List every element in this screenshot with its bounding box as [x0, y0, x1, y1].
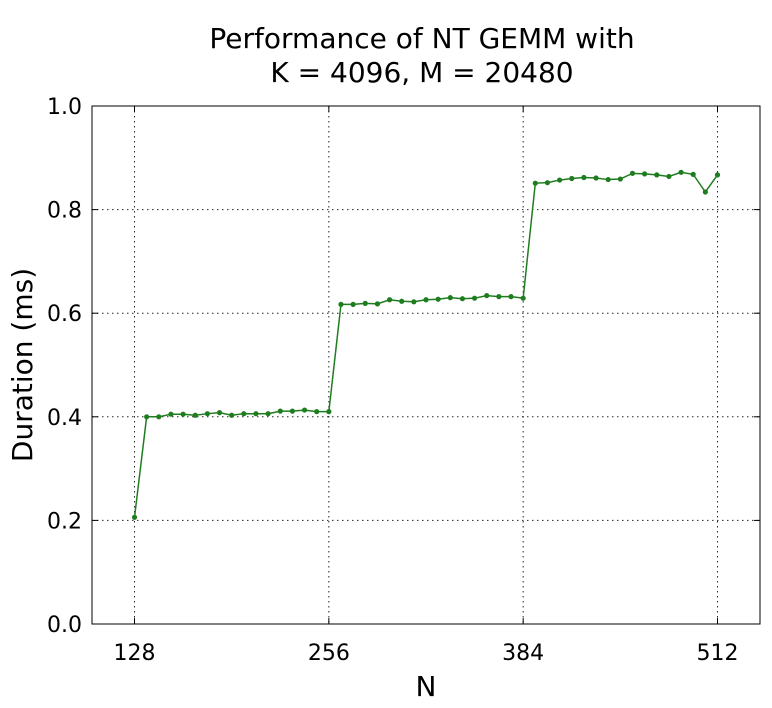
- tick-labels: 128 256 384 512 0.0 0.2 0.4 0.6 0.8 1.0: [47, 95, 738, 666]
- data-point: [714, 172, 721, 178]
- data-point: [605, 176, 611, 183]
- data-point: [338, 301, 344, 307]
- data-point: [496, 294, 502, 300]
- data-point: [690, 171, 696, 177]
- data-point: [241, 411, 247, 417]
- data-point: [131, 514, 138, 520]
- data-point: [301, 407, 308, 413]
- y-tick-label: 1.0: [47, 95, 82, 120]
- y-tick-label: 0.2: [47, 509, 82, 534]
- data-point: [666, 173, 672, 180]
- y-tick-label: 0.4: [47, 406, 82, 431]
- x-tick-label: 256: [308, 641, 350, 666]
- data-point: [581, 174, 587, 181]
- x-axis-label: N: [416, 670, 437, 703]
- data-point: [593, 175, 599, 181]
- data-point: [289, 408, 295, 414]
- data-point: [678, 169, 684, 175]
- data-point: [277, 408, 283, 414]
- x-tick-label: 128: [114, 641, 156, 666]
- chart-title-line-2: K = 4096, M = 20480: [270, 56, 573, 89]
- data-series: [131, 169, 721, 520]
- data-point: [204, 411, 210, 417]
- series-line: [133, 171, 719, 518]
- data-point: [617, 176, 623, 182]
- data-point: [229, 412, 235, 418]
- data-point: [362, 300, 368, 306]
- data-point: [654, 172, 660, 178]
- data-point: [484, 292, 490, 299]
- data-point: [314, 409, 320, 415]
- data-point: [569, 175, 575, 182]
- data-point: [192, 412, 198, 418]
- grid-lines: [92, 105, 760, 625]
- chart-title: Performance of NT GEMM with K = 4096, M …: [209, 22, 634, 89]
- data-point: [144, 414, 150, 420]
- data-point: [399, 298, 405, 304]
- data-point: [423, 297, 429, 303]
- x-tick-label: 512: [696, 641, 738, 666]
- data-point: [156, 414, 162, 420]
- data-point: [642, 171, 648, 177]
- data-point: [702, 189, 708, 195]
- y-axis-label: Duration (ms): [6, 268, 39, 462]
- data-point: [168, 411, 174, 417]
- data-point: [180, 411, 186, 417]
- axis-ticks: [92, 105, 760, 625]
- data-point: [520, 295, 526, 301]
- data-point: [447, 295, 453, 301]
- chart-title-line-1: Performance of NT GEMM with: [209, 22, 634, 55]
- data-point: [508, 294, 514, 300]
- data-point: [471, 295, 478, 301]
- data-point: [374, 301, 381, 307]
- data-point: [557, 177, 563, 183]
- data-point: [216, 410, 223, 416]
- data-point: [253, 411, 259, 417]
- data-point: [265, 411, 271, 417]
- x-tick-label: 384: [502, 641, 544, 666]
- y-tick-label: 0.0: [47, 613, 82, 638]
- data-point: [435, 296, 441, 302]
- y-tick-label: 0.8: [47, 199, 82, 224]
- data-point: [411, 299, 417, 305]
- data-point: [350, 301, 356, 307]
- data-point: [532, 180, 538, 186]
- y-tick-label: 0.6: [47, 302, 82, 327]
- data-point: [544, 180, 551, 186]
- plot-area-frame: [91, 105, 761, 625]
- data-point: [629, 170, 636, 176]
- data-point: [459, 296, 466, 302]
- data-point: [326, 409, 332, 415]
- data-point: [386, 297, 393, 303]
